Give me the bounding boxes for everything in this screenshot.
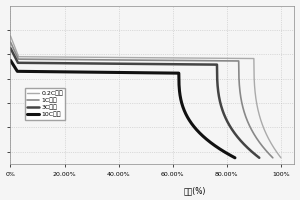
- 1C放电: [136, 59, 140, 61]
- 3C放电: [205, 63, 208, 66]
- Line: 0.2C放电: 0.2C放电: [11, 36, 281, 158]
- 10C放电: [226, 153, 230, 155]
- 0.2C放电: [279, 157, 283, 159]
- 3C放电: [123, 63, 127, 65]
- 3C放电: [250, 151, 254, 153]
- 0.2C放电: [140, 56, 144, 59]
- 10C放电: [20, 70, 24, 73]
- Line: 3C放电: 3C放电: [11, 48, 259, 158]
- 10C放电: [185, 115, 189, 118]
- 3C放电: [9, 47, 12, 49]
- 10C放电: [112, 71, 116, 74]
- 10C放电: [226, 153, 230, 155]
- 1C放电: [215, 60, 219, 62]
- 3C放电: [257, 157, 261, 159]
- 3C放电: [130, 63, 133, 65]
- 3C放电: [21, 62, 25, 64]
- Line: 10C放电: 10C放电: [11, 60, 235, 158]
- 3C放电: [250, 151, 254, 153]
- X-axis label: 容量(%): 容量(%): [184, 186, 206, 195]
- 10C放电: [233, 157, 237, 159]
- 1C放电: [263, 148, 267, 151]
- 0.2C放电: [9, 35, 12, 37]
- Line: 1C放电: 1C放电: [11, 42, 273, 158]
- 10C放电: [118, 71, 122, 74]
- 1C放电: [129, 59, 133, 61]
- 1C放电: [22, 58, 26, 60]
- 0.2C放电: [222, 57, 225, 59]
- 1C放电: [271, 157, 275, 159]
- Legend: 0.2C放电, 1C放电, 3C放电, 10C放电: 0.2C放电, 1C放电, 3C放电, 10C放电: [25, 88, 65, 120]
- 0.2C放电: [271, 145, 275, 148]
- 10C放电: [9, 59, 12, 62]
- 0.2C放电: [271, 145, 275, 148]
- 0.2C放电: [133, 56, 136, 59]
- 0.2C放电: [22, 56, 26, 58]
- 1C放电: [9, 41, 12, 43]
- 1C放电: [263, 148, 267, 151]
